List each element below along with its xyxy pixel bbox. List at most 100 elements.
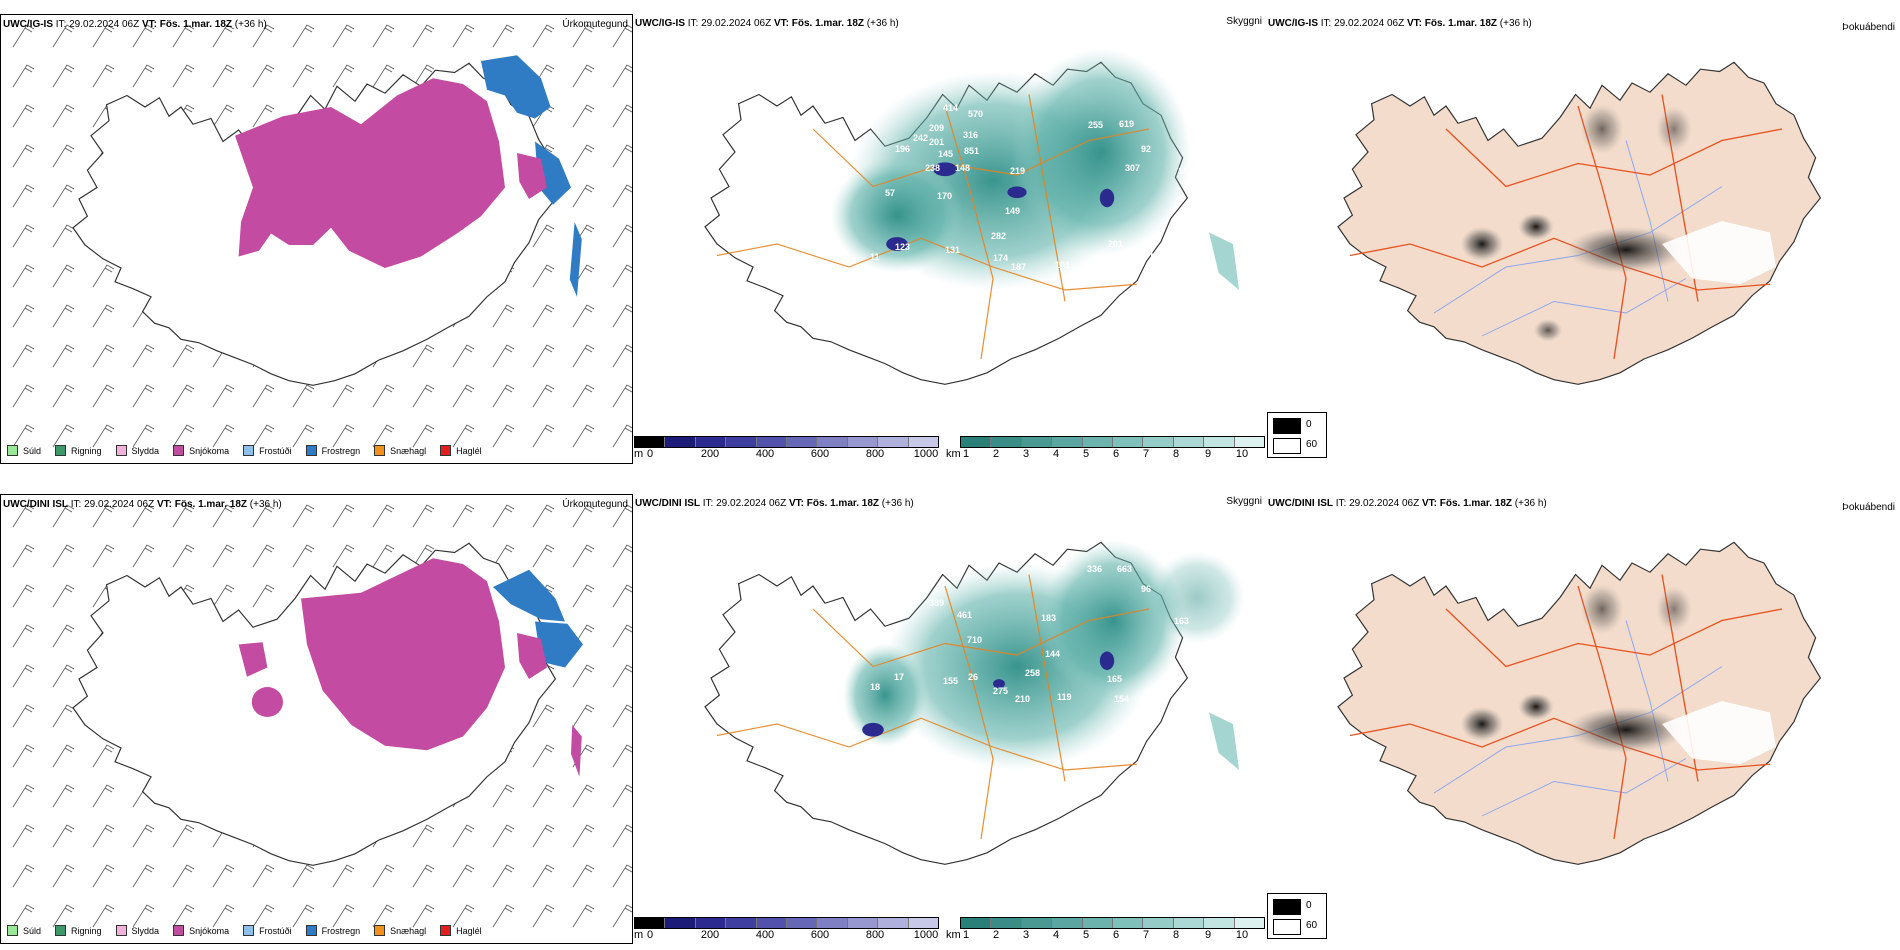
svg-text:851: 851 xyxy=(964,146,979,156)
svg-text:196: 196 xyxy=(895,144,910,154)
svg-text:336: 336 xyxy=(1087,564,1102,574)
svg-text:710: 710 xyxy=(967,635,982,645)
legend-item: Frostregn xyxy=(305,445,360,456)
svg-text:275: 275 xyxy=(993,686,1008,696)
svg-text:183: 183 xyxy=(1041,613,1056,623)
visibility-colorbar-top: km 1 2 3 4 5 6 7 8 9 10 xyxy=(942,436,1265,462)
precip-map-bottom xyxy=(1,495,632,943)
legend-item: Frostúði xyxy=(243,445,292,456)
svg-text:210: 210 xyxy=(1015,694,1030,704)
cloud-base-colorbar-bottom: m 0 200 400 600 800 1000 xyxy=(634,917,939,943)
svg-text:145: 145 xyxy=(938,149,953,159)
legend-item: Rigning xyxy=(55,925,102,936)
legend-item: Slydda xyxy=(115,925,159,936)
svg-text:201: 201 xyxy=(929,137,944,147)
fog-legend-top: 0 60 xyxy=(1267,412,1327,458)
svg-text:96: 96 xyxy=(1141,584,1151,594)
legend-item: Súld xyxy=(7,925,41,936)
svg-text:663: 663 xyxy=(1117,564,1132,574)
panel-header: UWC/DINI ISL IT: 29.02.2024 06Z VT: Fös.… xyxy=(635,498,914,509)
precip-map-top xyxy=(1,15,632,463)
legend-item: Haglél xyxy=(440,445,482,456)
svg-text:17: 17 xyxy=(894,672,904,682)
svg-text:389: 389 xyxy=(929,598,944,608)
svg-text:144: 144 xyxy=(1045,649,1060,659)
panel-title: Skyggni xyxy=(1226,16,1262,27)
cloud-base-colorbar-top: m 0 200 400 600 800 1000 xyxy=(634,436,939,462)
svg-text:316: 316 xyxy=(963,130,978,140)
visibility-colorbar-bottom: km 1 2 3 4 5 6 7 8 9 10 xyxy=(942,917,1265,943)
svg-text:461: 461 xyxy=(957,610,972,620)
panel-title: Þokuábendi xyxy=(1842,502,1895,513)
svg-text:187: 187 xyxy=(1011,262,1026,272)
svg-text:131: 131 xyxy=(945,245,960,255)
panel-title: Úrkomutegund xyxy=(562,499,628,510)
legend-item: Snjókoma xyxy=(173,445,229,456)
svg-text:219: 219 xyxy=(1010,166,1025,176)
snow-area xyxy=(235,78,506,268)
precip-type-panel-top: Súld Rigning Slydda Snjókoma Frostúði Fr… xyxy=(0,14,633,464)
svg-text:201: 201 xyxy=(1108,239,1123,249)
svg-text:11: 11 xyxy=(870,252,880,262)
freezing-rain-area xyxy=(481,55,551,119)
svg-text:163: 163 xyxy=(1174,616,1189,626)
svg-text:44: 44 xyxy=(1143,248,1153,258)
fog-panel-top: UWC/IG-IS IT: 29.02.2024 06Z VT: Fös. 1.… xyxy=(1266,14,1900,444)
fog-map-top xyxy=(1337,61,1822,385)
panel-title: Þokuábendi xyxy=(1842,22,1895,33)
svg-text:155: 155 xyxy=(943,676,958,686)
svg-text:258: 258 xyxy=(1025,668,1040,678)
panel-header: UWC/DINI ISL IT: 29.02.2024 06Z VT: Fös.… xyxy=(3,499,282,510)
cloud-map-top: 414 570 209 316 242 201 851 196 145 148 … xyxy=(704,48,1239,385)
legend-item: Snæhagl xyxy=(374,925,426,936)
legend-item: Frostregn xyxy=(305,925,360,936)
svg-text:92: 92 xyxy=(1141,144,1151,154)
legend-item: Súld xyxy=(7,445,41,456)
fog-panel-bottom: UWC/DINI ISL IT: 29.02.2024 06Z VT: Fös.… xyxy=(1266,494,1900,890)
svg-text:18: 18 xyxy=(870,682,880,692)
svg-text:174: 174 xyxy=(993,253,1008,263)
svg-text:570: 570 xyxy=(968,109,983,119)
svg-text:158: 158 xyxy=(1178,166,1193,176)
cloud-panel-top: 414 570 209 316 242 201 851 196 145 148 … xyxy=(633,14,1266,464)
colorbar-ticks: km 1 2 3 4 5 6 7 8 9 10 xyxy=(946,448,1249,460)
svg-text:242: 242 xyxy=(913,133,928,143)
panel-header: UWC/IG-IS IT: 29.02.2024 06Z VT: Fös. 1.… xyxy=(635,18,899,29)
legend-item: Haglél xyxy=(440,925,482,936)
legend-item: Slydda xyxy=(115,445,159,456)
cloud-base-numbers-bottom: 336 663 96 389 461 183 163 710 144 258 1… xyxy=(870,564,1189,704)
svg-text:144: 144 xyxy=(1111,262,1126,272)
cloud-panel-bottom: 336 663 96 389 461 183 163 710 144 258 1… xyxy=(633,494,1266,944)
legend-item: Frostúði xyxy=(243,925,292,936)
svg-text:148: 148 xyxy=(955,163,970,173)
svg-text:57: 57 xyxy=(885,188,895,198)
colorbar-ticks: m 0 200 400 600 800 1000 xyxy=(634,929,939,941)
svg-text:619: 619 xyxy=(1119,119,1134,129)
precip-type-panel-bottom: Súld Rigning Slydda Snjókoma Frostúði Fr… xyxy=(0,494,633,944)
panel-header: UWC/IG-IS IT: 29.02.2024 06Z VT: Fös. 1.… xyxy=(3,19,267,30)
svg-text:307: 307 xyxy=(1125,163,1140,173)
svg-text:101: 101 xyxy=(1055,260,1070,270)
panel-title: Úrkomutegund xyxy=(562,19,628,30)
colorbar-ticks: m 0 200 400 600 800 1000 xyxy=(634,448,939,460)
legend-item: Snæhagl xyxy=(374,445,426,456)
colorbar-ticks: km 1 2 3 4 5 6 7 8 9 10 xyxy=(946,929,1249,941)
precip-legend-bottom: Súld Rigning Slydda Snjókoma Frostúði Fr… xyxy=(7,925,496,936)
precip-legend-top: Súld Rigning Slydda Snjókoma Frostúði Fr… xyxy=(7,445,496,456)
cloud-map-bottom: 336 663 96 389 461 183 163 710 144 258 1… xyxy=(704,540,1245,865)
svg-text:170: 170 xyxy=(937,191,952,201)
svg-text:414: 414 xyxy=(943,103,958,113)
legend-item: Snjókoma xyxy=(173,925,229,936)
cloud-base-numbers-top: 414 570 209 316 242 201 851 196 145 148 … xyxy=(870,103,1193,272)
panel-header: UWC/DINI ISL IT: 29.02.2024 06Z VT: Fös.… xyxy=(1268,498,1547,509)
svg-text:165: 165 xyxy=(1107,674,1122,684)
legend-item: Rigning xyxy=(55,445,102,456)
panel-header: UWC/IG-IS IT: 29.02.2024 06Z VT: Fös. 1.… xyxy=(1268,18,1532,29)
svg-text:123: 123 xyxy=(895,242,910,252)
svg-text:154: 154 xyxy=(1114,694,1129,704)
svg-text:26: 26 xyxy=(968,672,978,682)
panel-title: Skyggni xyxy=(1226,496,1262,507)
svg-text:282: 282 xyxy=(991,231,1006,241)
fog-legend-bottom: 0 60 xyxy=(1267,893,1327,939)
svg-text:209: 209 xyxy=(929,123,944,133)
